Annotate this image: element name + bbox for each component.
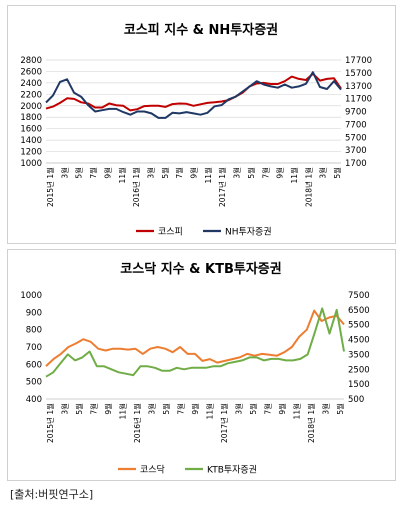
x-tick-label: 5월 — [161, 403, 171, 415]
x-tick-label: 2015년 1월 — [45, 167, 55, 207]
x-tick-label: 9월 — [275, 167, 285, 179]
x-tick-label: 3월 — [59, 167, 69, 179]
x-tick-label: 2015년 1월 — [45, 403, 55, 443]
x-tick-label: 11월 — [117, 167, 127, 184]
y-right-tick-label: 9700 — [345, 108, 367, 118]
x-tick-label: 5월 — [332, 167, 342, 179]
x-tick-label: 2017년 1월 — [219, 403, 229, 443]
x-tick-label: 2018년 1월 — [303, 167, 313, 207]
y-right-tick-label: 4500 — [348, 336, 370, 346]
y-right-tick-label: 7700 — [345, 120, 367, 130]
y-right-tick-label: 2500 — [348, 365, 370, 375]
y-right-tick-label: 15700 — [345, 69, 372, 79]
y-left-tick-label: 1200 — [20, 148, 42, 158]
y-left-tick-label: 400 — [26, 395, 42, 405]
series-line-2 — [45, 307, 345, 378]
x-tick-label: 11월 — [205, 403, 215, 420]
legend-label-1: 코스피 — [158, 227, 183, 238]
y-left-tick-label: 1000 — [20, 159, 42, 169]
series-line-2 — [45, 71, 342, 119]
y-right-tick-label: 5700 — [345, 133, 367, 143]
chart-title: 코스닥 지수 & KTB투자증권 — [120, 261, 281, 277]
y-left-tick-label: 800 — [26, 326, 42, 336]
y-left-tick-label: 2600 — [20, 67, 42, 77]
x-tick-label: 3월 — [232, 167, 242, 179]
x-tick-label: 3월 — [234, 403, 244, 415]
x-tick-label: 9월 — [102, 167, 112, 179]
x-tick-label: 5월 — [74, 167, 84, 179]
y-left-tick-label: 500 — [26, 378, 42, 388]
x-tick-label: 5월 — [74, 403, 84, 415]
legend-label-2: NH투자증권 — [225, 226, 272, 238]
y-left-tick-label: 1000 — [20, 291, 42, 301]
x-tick-label: 3월 — [147, 403, 157, 415]
y-left-tick-label: 2200 — [20, 90, 42, 100]
y-right-tick-label: 1700 — [345, 159, 367, 169]
y-left-tick-label: 1600 — [20, 125, 42, 135]
x-tick-label: 7월 — [88, 167, 98, 179]
y-right-tick-label: 13700 — [345, 82, 372, 92]
x-tick-label: 11월 — [292, 403, 302, 420]
x-tick-label: 2018년 1월 — [306, 403, 316, 443]
x-tick-label: 2016년 1월 — [131, 167, 141, 207]
legend-label-1: 코스닥 — [140, 465, 165, 476]
y-right-tick-label: 1500 — [348, 380, 370, 390]
x-tick-label: 9월 — [277, 403, 287, 415]
x-tick-label: 2017년 1월 — [217, 167, 227, 207]
x-tick-label: 3월 — [60, 403, 70, 415]
y-right-tick-label: 7500 — [348, 291, 370, 301]
x-tick-label: 11월 — [289, 167, 299, 184]
y-left-tick-label: 2400 — [20, 79, 42, 89]
x-tick-label: 2016년 1월 — [132, 403, 142, 443]
y-right-tick-label: 11700 — [345, 95, 372, 105]
x-tick-label: 9월 — [103, 403, 113, 415]
kosdaq-ktb-chart: 코스닥 지수 & KTB투자증권 400 500 600 700 800 900 1000 50… — [20, 261, 370, 476]
source-note: [출처:버핏연구소] — [10, 488, 94, 501]
y-left-tick-label: 1400 — [20, 136, 42, 146]
x-tick-label: 9월 — [189, 167, 199, 179]
x-tick-label: 11월 — [118, 403, 128, 420]
y-right-tick-label: 500 — [348, 395, 364, 405]
x-tick-label: 3월 — [318, 167, 328, 179]
series-line-1 — [45, 309, 345, 367]
x-tick-label: 3월 — [321, 403, 331, 415]
x-tick-label: 7월 — [263, 403, 273, 415]
x-tick-label: 3월 — [145, 167, 155, 179]
y-right-tick-label: 6500 — [348, 306, 370, 316]
x-tick-label: 7월 — [89, 403, 99, 415]
x-tick-label: 5월 — [160, 167, 170, 179]
chart-title: 코스피 지수 & NH투자증권 — [124, 23, 278, 38]
y-right-tick-label: 3500 — [348, 350, 370, 360]
kosdaq-ktb-chart-panel: 코스닥 지수 & KTB투자증권 400 500 600 700 800 900 1000 50… — [7, 249, 396, 481]
x-tick-label: 9월 — [190, 403, 200, 415]
x-tick-label: 5월 — [335, 403, 345, 415]
x-tick-label: 7월 — [174, 167, 184, 179]
y-left-tick-label: 1800 — [20, 113, 42, 123]
x-tick-label: 11월 — [203, 167, 213, 184]
y-left-tick-label: 700 — [26, 343, 42, 353]
x-tick-label: 5월 — [248, 403, 258, 415]
legend-label-2: KTB투자증권 — [207, 464, 257, 476]
series-line-1 — [45, 72, 342, 112]
x-tick-label: 7월 — [260, 167, 270, 179]
y-left-tick-label: 2000 — [20, 102, 42, 112]
x-tick-label: 5월 — [246, 167, 256, 179]
y-left-tick-label: 2800 — [20, 56, 42, 66]
y-right-tick-label: 3700 — [345, 146, 367, 156]
kospi-nh-chart-panel: 코스피 지수 & NH투자증권 1000 1200 1400 1600 1800 2000 2… — [7, 5, 396, 244]
y-left-tick-label: 900 — [26, 308, 42, 318]
y-right-tick-label: 17700 — [345, 56, 372, 66]
y-right-tick-label: 5500 — [348, 321, 370, 331]
y-left-tick-label: 600 — [26, 360, 42, 370]
x-tick-label: 7월 — [176, 403, 186, 415]
